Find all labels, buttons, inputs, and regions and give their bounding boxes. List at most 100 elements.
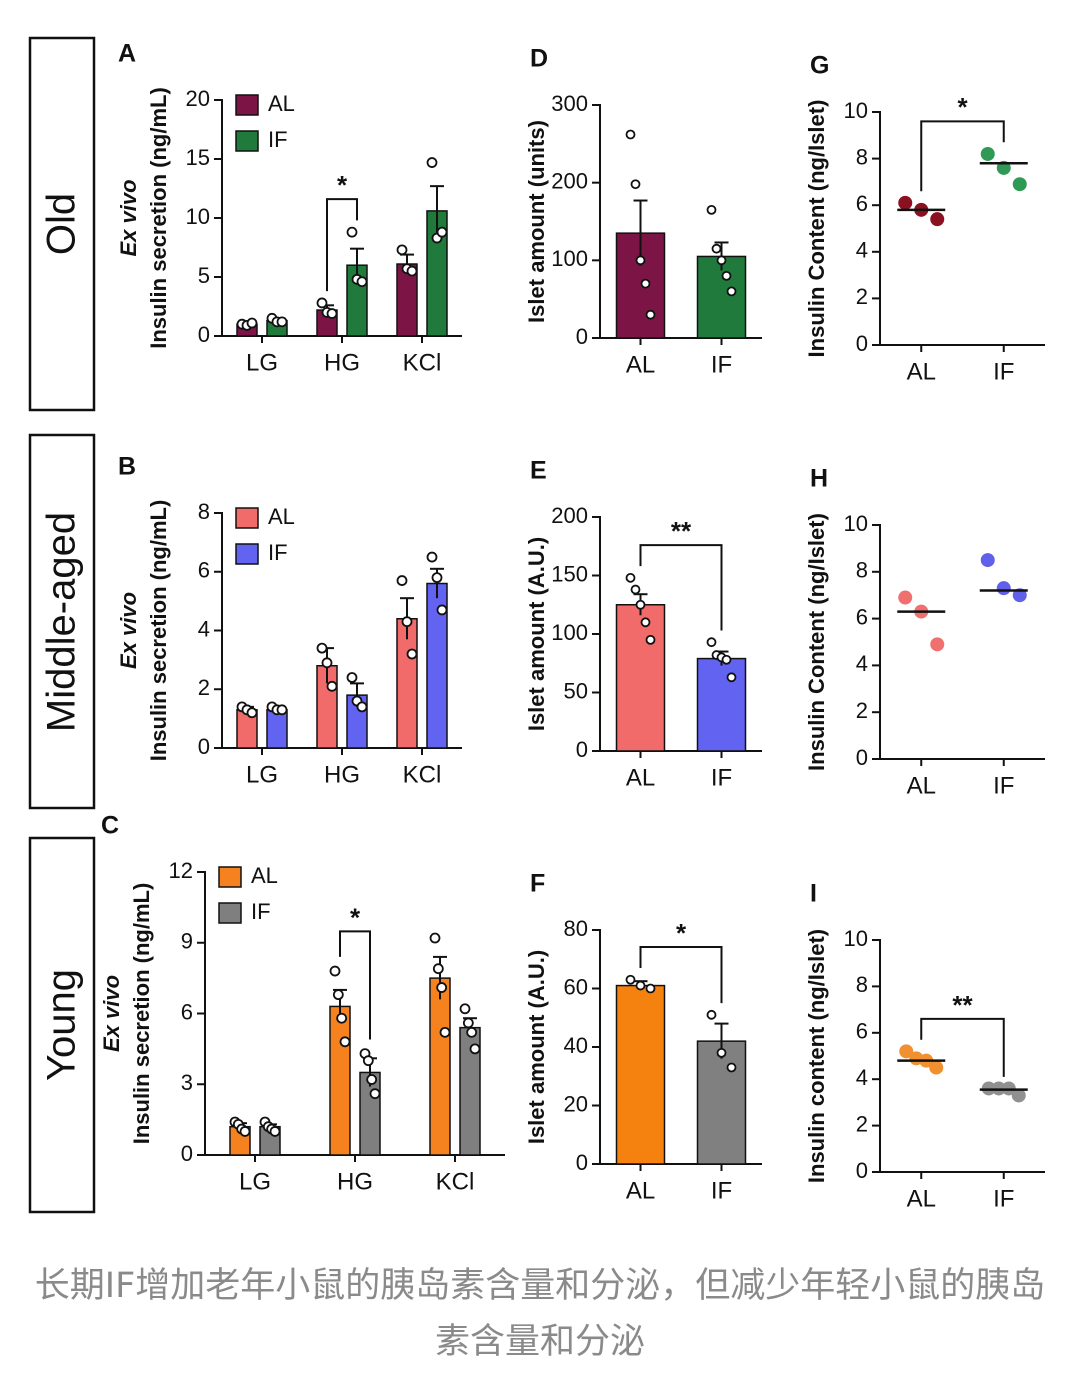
data-point bbox=[645, 634, 656, 645]
data-point bbox=[706, 204, 717, 215]
y-tick-label: 4 bbox=[856, 238, 868, 263]
data-point bbox=[716, 1047, 727, 1058]
y-axis-label: Islet amount (A.U.) bbox=[524, 950, 549, 1144]
data-point bbox=[721, 270, 732, 281]
panel-letter: F bbox=[530, 870, 545, 898]
y-tick-label: 12 bbox=[169, 858, 193, 883]
data-point bbox=[706, 1009, 717, 1020]
y-tick-label: 8 bbox=[198, 499, 210, 524]
y-tick-label: 2 bbox=[856, 284, 868, 309]
data-point bbox=[726, 672, 737, 683]
data-point bbox=[980, 553, 995, 568]
significance-label: ** bbox=[671, 516, 692, 546]
panel-letter: H bbox=[810, 465, 828, 493]
data-point bbox=[466, 1026, 478, 1038]
bar bbox=[696, 1040, 747, 1165]
data-point bbox=[645, 309, 656, 320]
data-point bbox=[929, 1060, 944, 1075]
legend-swatch bbox=[218, 902, 242, 924]
y-tick-label: 0 bbox=[856, 1158, 868, 1183]
x-tick-label: KCl bbox=[436, 1168, 475, 1195]
legend-label: IF bbox=[251, 899, 271, 924]
panel-letter: G bbox=[810, 52, 829, 80]
data-point bbox=[321, 657, 333, 669]
data-point bbox=[269, 1126, 281, 1137]
y-tick-label: 2 bbox=[856, 698, 868, 723]
data-point bbox=[996, 581, 1011, 596]
y-axis-label-italic: Ex vivo bbox=[116, 592, 141, 669]
data-point bbox=[645, 983, 656, 994]
y-tick-label: 0 bbox=[576, 324, 588, 349]
y-tick-label: 8 bbox=[856, 558, 868, 583]
data-point bbox=[1011, 1088, 1026, 1103]
x-tick-label: AL bbox=[626, 764, 655, 791]
x-tick-label: AL bbox=[907, 772, 936, 799]
y-tick-label: 0 bbox=[856, 745, 868, 770]
data-point bbox=[469, 1043, 481, 1055]
data-point bbox=[431, 572, 443, 584]
row-box bbox=[28, 433, 96, 810]
data-point bbox=[899, 1044, 914, 1059]
y-tick-label: 6 bbox=[198, 558, 210, 583]
data-point bbox=[276, 316, 288, 328]
significance-bracket bbox=[920, 120, 1005, 192]
y-tick-label: 10 bbox=[844, 511, 868, 536]
legend-label: IF bbox=[268, 540, 288, 565]
y-tick-label: 0 bbox=[576, 1150, 588, 1175]
data-point bbox=[406, 648, 418, 660]
significance-label: * bbox=[337, 170, 348, 200]
data-point bbox=[635, 980, 646, 991]
data-point bbox=[316, 642, 328, 654]
y-tick-label: 10 bbox=[844, 926, 868, 951]
x-tick-label: LG bbox=[246, 349, 278, 376]
y-tick-label: 6 bbox=[181, 999, 193, 1024]
data-point bbox=[356, 276, 368, 288]
data-point bbox=[426, 157, 438, 168]
data-point bbox=[362, 1055, 374, 1067]
y-tick-label: 6 bbox=[856, 1019, 868, 1044]
legend-label: AL bbox=[268, 504, 295, 529]
legend-swatch bbox=[218, 866, 242, 888]
x-tick-label: IF bbox=[711, 1177, 732, 1204]
data-point bbox=[406, 265, 418, 277]
y-axis-label: Insulin content (ng/Islet) bbox=[804, 929, 829, 1183]
data-point bbox=[346, 672, 358, 683]
data-point bbox=[436, 982, 448, 993]
data-point bbox=[635, 255, 646, 266]
y-tick-label: 20 bbox=[186, 86, 210, 111]
data-point bbox=[726, 1062, 737, 1073]
row-label: Young bbox=[40, 969, 84, 1081]
data-point bbox=[436, 226, 448, 238]
data-point bbox=[930, 637, 945, 652]
y-tick-label: 150 bbox=[551, 561, 588, 586]
data-point bbox=[635, 599, 646, 610]
y-tick-label: 10 bbox=[844, 98, 868, 123]
data-point bbox=[426, 551, 438, 563]
data-point bbox=[625, 974, 636, 985]
data-point bbox=[711, 243, 722, 254]
y-axis-label: Insulin Content (ng/Islet) bbox=[804, 513, 829, 771]
legend-swatch bbox=[235, 507, 259, 529]
data-point bbox=[246, 707, 258, 719]
x-tick-label: IF bbox=[711, 764, 732, 791]
data-point bbox=[980, 146, 995, 161]
caption: 长期IF增加老年小鼠的胰岛素含量和分泌，但减少年轻小鼠的胰岛素含量和分泌 bbox=[34, 1266, 1046, 1362]
data-point bbox=[369, 1088, 381, 1100]
data-point bbox=[726, 286, 737, 297]
y-tick-label: 4 bbox=[856, 651, 868, 676]
data-point bbox=[366, 1074, 378, 1085]
panel-letter: D bbox=[530, 45, 548, 73]
y-tick-label: 2 bbox=[856, 1111, 868, 1136]
y-tick-label: 0 bbox=[181, 1141, 193, 1166]
y-tick-label: 2 bbox=[198, 675, 210, 700]
data-point bbox=[436, 604, 448, 616]
y-tick-label: 200 bbox=[551, 503, 588, 528]
x-tick-label: HG bbox=[324, 761, 360, 788]
data-point bbox=[356, 701, 368, 713]
data-point bbox=[239, 1126, 251, 1137]
data-point bbox=[339, 1036, 351, 1048]
y-tick-label: 0 bbox=[576, 737, 588, 762]
bar bbox=[615, 984, 666, 1165]
bar bbox=[615, 604, 666, 752]
chart: Old Middle-aged Young AEx vivo Insulin se… bbox=[28, 36, 1045, 1214]
